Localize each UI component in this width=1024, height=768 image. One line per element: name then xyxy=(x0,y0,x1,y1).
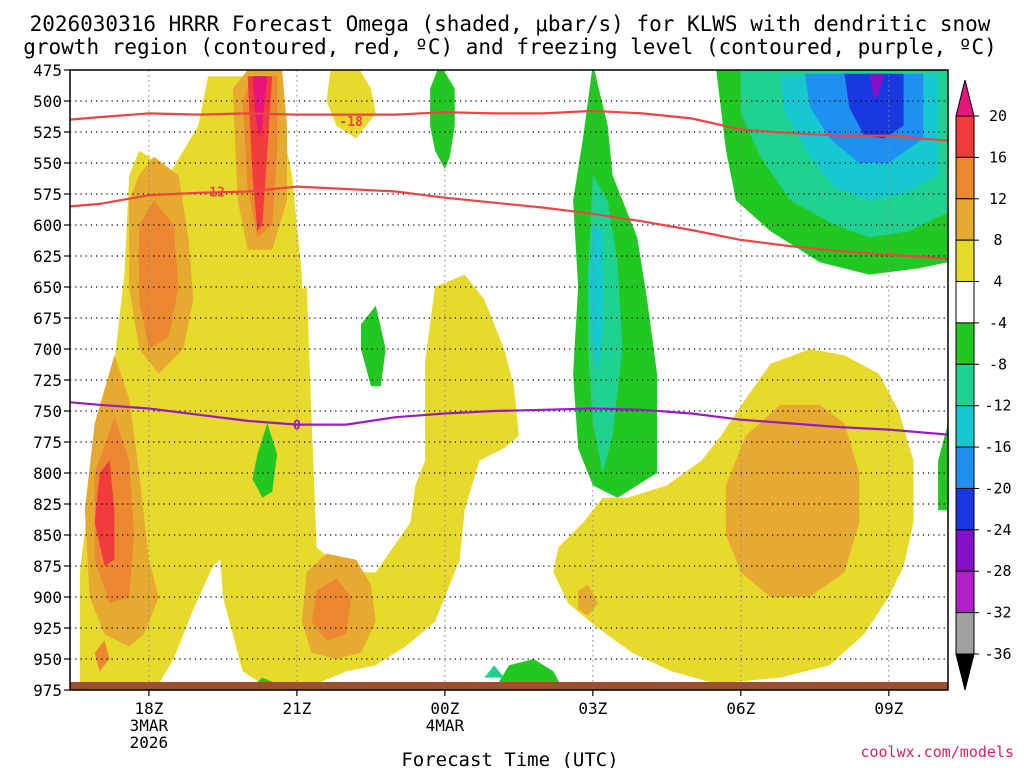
x-tick-label-18-0: 18Z xyxy=(134,699,163,718)
y-tick-label-775: 775 xyxy=(33,433,62,452)
chart-title-line-1: 2026030316 HRRR Forecast Omega (shaded, … xyxy=(30,12,991,36)
omega-region-18 xyxy=(430,70,455,170)
colorbar-box-12 xyxy=(955,570,975,614)
y-tick-label-975: 975 xyxy=(33,681,62,700)
x-tick-label-24-1: 4MAR xyxy=(426,716,465,735)
colorbar-box-5 xyxy=(955,281,975,324)
y-tick-label-475: 475 xyxy=(33,61,62,80)
colorbar-box-4 xyxy=(955,239,975,283)
grid-lines xyxy=(70,70,948,690)
x-tick-label-18-1: 3MAR xyxy=(130,716,169,735)
omega-shading xyxy=(79,70,948,690)
x-tick-label-21-0: 21Z xyxy=(282,699,311,718)
y-tick-label-875: 875 xyxy=(33,557,62,576)
colorbar-label-7: -12 xyxy=(984,397,1011,415)
y-tick-label-925: 925 xyxy=(33,619,62,638)
dsgz-contour-label-1: -12 xyxy=(201,186,224,201)
omega-region-3 xyxy=(326,70,376,139)
colorbar-box-6 xyxy=(955,322,975,365)
omega-region-28 xyxy=(587,225,603,374)
omega-region-20 xyxy=(252,423,278,498)
dsgz-contour-label-0: -18 xyxy=(339,115,363,130)
colorbar-label-0: 20 xyxy=(989,107,1007,125)
omega-region-1 xyxy=(218,274,519,690)
y-tick-label-550: 550 xyxy=(33,154,62,173)
credit-text: coolwx.com/models xyxy=(860,743,1014,761)
colorbar-box-13 xyxy=(955,612,975,655)
colorbar-box-11 xyxy=(955,529,975,572)
y-tick-label-675: 675 xyxy=(33,309,62,328)
omega-region-23 xyxy=(938,423,948,511)
colorbar-label-12: -32 xyxy=(984,604,1011,622)
omega-region-32 xyxy=(869,73,884,99)
dsgz-contour-0 xyxy=(70,109,948,142)
colorbar-bottom-triangle xyxy=(955,653,975,691)
freezing-contour-2 xyxy=(70,401,948,436)
x-tick-label-30-0: 06Z xyxy=(726,699,755,718)
colorbar: 20 16 12 8 4 -4 -8 -12 -16 -20 -24 -28 -32 -36 xyxy=(955,79,1012,691)
colorbar-label-10: -24 xyxy=(984,521,1011,539)
dsgz-contour-1 xyxy=(70,185,948,260)
colorbar-box-9 xyxy=(955,446,975,489)
colorbar-label-11: -28 xyxy=(984,562,1011,580)
colorbar-label-2: 12 xyxy=(989,190,1007,208)
colorbar-label-5: -4 xyxy=(989,314,1007,332)
y-tick-label-575: 575 xyxy=(33,185,62,204)
colorbar-label-6: -8 xyxy=(989,355,1007,373)
x-tick-label-18-2: 2026 xyxy=(130,733,169,752)
omega-region-17 xyxy=(252,76,268,139)
y-tick-label-950: 950 xyxy=(33,650,62,669)
ground-bar xyxy=(70,682,948,690)
omega-region-33 xyxy=(484,665,505,678)
chart-title-line-2: growth region (contoured, red, ºC) and f… xyxy=(23,35,997,59)
y-tick-label-800: 800 xyxy=(33,464,62,483)
omega-region-11 xyxy=(139,200,179,349)
colorbar-label-1: 16 xyxy=(989,148,1007,166)
omega-region-9 xyxy=(578,584,598,616)
y-tick-label-825: 825 xyxy=(33,495,62,514)
omega-region-31 xyxy=(844,73,904,139)
omega-region-19 xyxy=(361,305,386,387)
y-tick-label-750: 750 xyxy=(33,402,62,421)
y-tick-label-850: 850 xyxy=(33,526,62,545)
colorbar-label-8: -16 xyxy=(984,438,1011,456)
colorbar-label-9: -20 xyxy=(984,479,1011,497)
colorbar-label-4: 4 xyxy=(993,273,1002,291)
omega-region-13 xyxy=(311,578,352,641)
x-tick-label-27-0: 03Z xyxy=(578,699,607,718)
colorbar-box-3 xyxy=(955,198,975,241)
colorbar-box-10 xyxy=(955,487,975,531)
colorbar-box-1 xyxy=(955,115,975,158)
y-tick-label-525: 525 xyxy=(33,123,62,142)
omega-region-15 xyxy=(94,460,115,566)
colorbar-label-13: -36 xyxy=(984,645,1011,663)
y-tick-label-650: 650 xyxy=(33,278,62,297)
y-tick-label-900: 900 xyxy=(33,588,62,607)
omega-region-16 xyxy=(247,76,273,232)
colorbar-box-2 xyxy=(955,156,975,200)
y-tick-label-625: 625 xyxy=(33,247,62,266)
y-tick-label-500: 500 xyxy=(33,92,62,111)
colorbar-box-8 xyxy=(955,405,975,448)
omega-region-8 xyxy=(726,404,860,597)
omega-region-14 xyxy=(94,640,110,672)
y-tick-label-700: 700 xyxy=(33,340,62,359)
x-axis-label: Forecast Time (UTC) xyxy=(401,749,618,768)
contour-lines: -18 -12 0 xyxy=(70,109,948,436)
x-tick-label-33-0: 09Z xyxy=(874,699,903,718)
colorbar-label-3: 8 xyxy=(993,231,1002,249)
y-axis: 475 500 525 550 575 600 625 650 675 700 725 750 775 8… xyxy=(33,61,70,700)
y-tick-label-600: 600 xyxy=(33,216,62,235)
y-tick-label-725: 725 xyxy=(33,371,62,390)
colorbar-box-7 xyxy=(955,363,975,407)
freezing-contour-label-2: 0 xyxy=(293,419,301,434)
x-tick-label-24-0: 00Z xyxy=(430,699,459,718)
colorbar-top-triangle xyxy=(955,79,975,117)
